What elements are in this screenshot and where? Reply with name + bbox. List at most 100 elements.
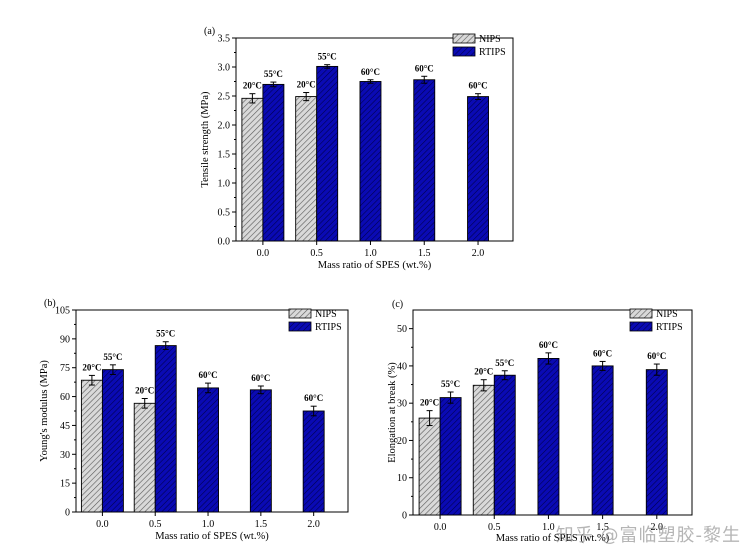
data-label: 20°C <box>82 362 101 372</box>
panel-label: (a) <box>204 26 215 37</box>
data-label: 60°C <box>304 393 323 403</box>
legend: NIPS RTIPS <box>629 308 683 333</box>
y-tick-label: 2.0 <box>218 121 231 132</box>
x-tick-label: 0.5 <box>149 519 162 530</box>
x-tick-label: 2.0 <box>472 248 485 259</box>
rtips-bar <box>154 345 177 513</box>
x-tick-label: 2.0 <box>307 519 320 530</box>
data-label: 55°C <box>495 358 514 368</box>
rtips-bar <box>591 365 614 516</box>
data-label: 60°C <box>468 81 487 91</box>
y-tick-label: 15 <box>60 479 70 490</box>
data-label: 60°C <box>415 63 434 73</box>
data-label: 60°C <box>647 351 666 361</box>
y-tick-label: 30 <box>60 450 70 461</box>
nips-bar <box>418 417 441 516</box>
nips-bar <box>295 96 318 242</box>
rtips-bar <box>316 65 339 242</box>
chart-panel-b: 0 15 30 45 60 75 90 105 0.0 0.5 1.0 1.5 2.0 Mass rati… <box>39 298 349 542</box>
data-label: 55°C <box>318 52 337 62</box>
panel-label: (c) <box>392 299 403 310</box>
rtips-bar <box>359 81 382 242</box>
legend: NIPS RTIPS <box>288 308 342 333</box>
y-axis-label: Elongation at break (%) <box>387 362 398 463</box>
x-tick-label: 1.5 <box>255 519 268 530</box>
legend-swatch-rtips <box>288 321 312 332</box>
rtips-bar <box>467 96 489 242</box>
data-label: 20°C <box>474 367 493 377</box>
rtips-bar <box>439 397 462 516</box>
data-label: 20°C <box>420 398 439 408</box>
x-tick-label: 1.0 <box>364 248 377 259</box>
data-label: 60°C <box>251 373 270 383</box>
y-tick-label: 90 <box>60 334 70 345</box>
data-label: 20°C <box>243 81 262 91</box>
data-label: 55°C <box>103 352 122 362</box>
data-label: 20°C <box>297 80 316 90</box>
legend: NIPS RTIPS <box>452 33 506 58</box>
data-label: 60°C <box>539 340 558 350</box>
nips-bar <box>133 402 156 513</box>
rtips-bar <box>197 387 219 513</box>
nips-bar <box>241 97 264 242</box>
y-tick-label: 45 <box>60 421 70 432</box>
legend-label-rtips: RTIPS <box>479 47 506 58</box>
y-tick-label: 3.5 <box>218 34 231 45</box>
x-tick-label: 1.0 <box>542 522 555 533</box>
x-tick-label: 0.0 <box>96 519 109 530</box>
legend-swatch-nips <box>452 33 476 44</box>
y-axis-label: Young's modulus (MPa) <box>39 360 50 462</box>
chart-panel-c: 0 10 20 30 40 50 0.0 0.5 1.0 1.5 2.0 Mass ratio of … <box>387 299 693 544</box>
chart-panel-a: 0.0 0.5 1.0 1.5 2.0 2.5 3.0 3.5 0.0 0.5 1.0 1.5 2.0 M… <box>200 26 514 271</box>
y-tick-label: 60 <box>60 392 70 403</box>
legend-label-nips: NIPS <box>315 309 337 320</box>
data-label: 60°C <box>361 67 380 77</box>
watermark-text: 知乎 @富临塑胶-黎生 <box>555 525 741 546</box>
panel-label: (b) <box>44 298 56 309</box>
y-tick-label: 3.0 <box>218 63 231 74</box>
legend-label-nips: NIPS <box>656 309 678 320</box>
x-tick-label: 0.0 <box>434 522 447 533</box>
nips-bar <box>472 384 495 516</box>
data-label: 60°C <box>198 370 217 380</box>
data-label: 60°C <box>593 348 612 358</box>
legend-swatch-nips <box>288 308 312 319</box>
y-tick-label: 2.5 <box>218 92 231 103</box>
data-label: 55°C <box>264 69 283 79</box>
legend-swatch-rtips <box>452 46 476 57</box>
y-tick-label: 75 <box>60 363 70 374</box>
y-tick-label: 1.5 <box>218 150 231 161</box>
y-tick-label: 1.0 <box>218 179 231 190</box>
legend-swatch-nips <box>629 308 653 319</box>
x-tick-label: 1.5 <box>418 248 431 259</box>
x-tick-label: 0.0 <box>257 248 270 259</box>
rtips-bar <box>645 369 668 516</box>
y-tick-label: 105 <box>55 306 70 317</box>
rtips-bar <box>249 389 272 513</box>
legend-label-nips: NIPS <box>479 34 501 45</box>
rtips-bar <box>262 83 285 242</box>
y-tick-label: 30 <box>397 399 407 410</box>
y-tick-label: 0.5 <box>218 208 231 219</box>
y-tick-label: 0.0 <box>218 237 231 248</box>
y-tick-label: 50 <box>397 324 407 335</box>
y-tick-label: 40 <box>397 361 407 372</box>
y-tick-label: 10 <box>397 473 407 484</box>
rtips-bar <box>302 410 325 513</box>
y-tick-label: 20 <box>397 436 407 447</box>
rtips-bar <box>493 374 516 516</box>
legend-label-rtips: RTIPS <box>315 322 342 333</box>
data-label: 55°C <box>441 379 460 389</box>
y-tick-label: 0 <box>402 511 407 522</box>
x-axis-label: Mass ratio of SPES (wt.%) <box>318 260 432 271</box>
x-tick-label: 1.5 <box>596 522 609 533</box>
rtips-bar <box>101 369 124 513</box>
x-tick-label: 1.0 <box>202 519 215 530</box>
x-tick-label: 0.5 <box>488 522 501 533</box>
legend-swatch-rtips <box>629 321 653 332</box>
nips-bar <box>80 379 103 513</box>
y-axis-label: Tensile strength (MPa) <box>200 91 211 188</box>
x-tick-label: 0.5 <box>310 248 323 259</box>
y-tick-label: 0 <box>65 508 70 519</box>
data-label: 55°C <box>156 329 175 339</box>
